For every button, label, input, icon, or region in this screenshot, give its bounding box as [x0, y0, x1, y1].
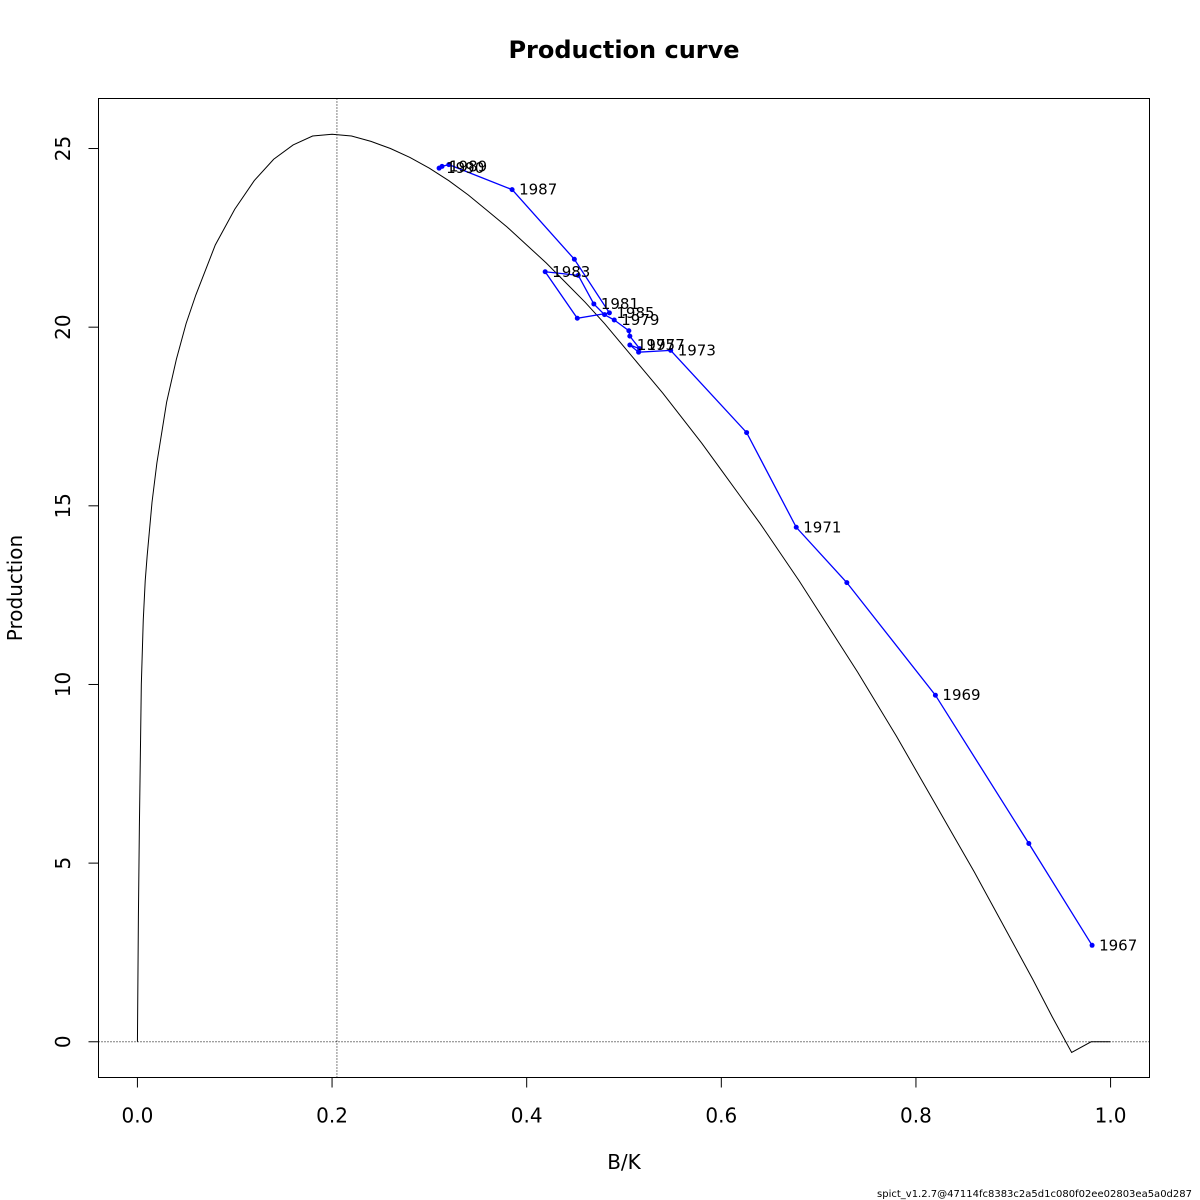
- trajectory-point-1981: [591, 301, 597, 307]
- plot-frame: [98, 98, 1150, 1078]
- trajectory-point-1987: [509, 187, 515, 193]
- trajectory-point-1986: [571, 256, 577, 262]
- chart-title: Production curve: [508, 36, 739, 64]
- y-axis: 0 5 10 15 20 25: [51, 136, 99, 1048]
- x-axis: 0.0 0.2 0.4 0.6 0.8 1.0: [122, 1077, 1127, 1128]
- y-tick-label-1: 5: [51, 857, 75, 870]
- x-tick-label-4: 0.8: [900, 1104, 932, 1128]
- x-tick-label-0: 0.0: [122, 1104, 154, 1128]
- y-tick-label-2: 10: [51, 672, 75, 697]
- point-label-1987: 1987: [519, 181, 557, 199]
- y-tick-label-3: 15: [51, 493, 75, 518]
- point-label-1979: 1979: [621, 311, 659, 329]
- point-label-1969: 1969: [942, 686, 980, 704]
- trajectory-point-1972: [744, 430, 750, 436]
- trajectory-point-1975: [627, 342, 633, 348]
- trajectory-point-1985: [606, 310, 612, 316]
- point-label-1981: 1981: [601, 295, 639, 313]
- y-tick-label-5: 25: [51, 136, 75, 161]
- trajectory-point-1979: [611, 317, 617, 323]
- trajectory-point-1976: [637, 346, 643, 352]
- footer-version-text: spict_v1.2.7@47114fc8383c2a5d1c080f02ee0…: [877, 1189, 1192, 1200]
- point-label-1985: 1985: [616, 304, 654, 322]
- point-label-1989: 1989: [449, 157, 487, 175]
- trajectory-point-1980: [602, 312, 608, 318]
- y-tick-label-4: 20: [51, 314, 75, 339]
- point-label-1977: 1977: [647, 336, 685, 354]
- point-label-1990: 1990: [446, 159, 484, 177]
- trajectory-point-1984: [574, 315, 580, 321]
- point-label-1971: 1971: [803, 518, 841, 536]
- trajectory-point-1973: [668, 347, 674, 353]
- trajectory-line: [438, 163, 1093, 946]
- trajectory-point-1970: [844, 580, 850, 586]
- x-tick-label-5: 1.0: [1095, 1104, 1127, 1128]
- trajectory-point-1978: [626, 328, 632, 334]
- point-label-1967: 1967: [1099, 936, 1137, 954]
- trajectory-point-1990: [436, 165, 442, 171]
- point-label-1975: 1975: [637, 336, 675, 354]
- trajectory-point-1983: [542, 269, 548, 275]
- trajectory-point-1969: [932, 692, 938, 698]
- trajectory-point-1988: [446, 162, 452, 168]
- trajectory-point-1967: [1089, 942, 1095, 948]
- x-axis-label: B/K: [607, 1150, 641, 1174]
- y-tick-label-0: 0: [51, 1035, 75, 1048]
- point-label-1983: 1983: [552, 263, 590, 281]
- point-label-1973: 1973: [678, 341, 716, 359]
- x-tick-label-3: 0.6: [705, 1104, 737, 1128]
- trajectory-point-1982: [575, 272, 581, 278]
- trajectory-point-1971: [793, 524, 799, 530]
- trajectory-point-1968: [1026, 840, 1032, 846]
- x-tick-label-1: 0.2: [316, 1104, 348, 1128]
- trajectory-point-1977: [627, 333, 633, 339]
- x-tick-label-2: 0.4: [511, 1104, 543, 1128]
- y-axis-label: Production: [3, 535, 27, 641]
- production-curve-line: [136, 133, 1111, 1054]
